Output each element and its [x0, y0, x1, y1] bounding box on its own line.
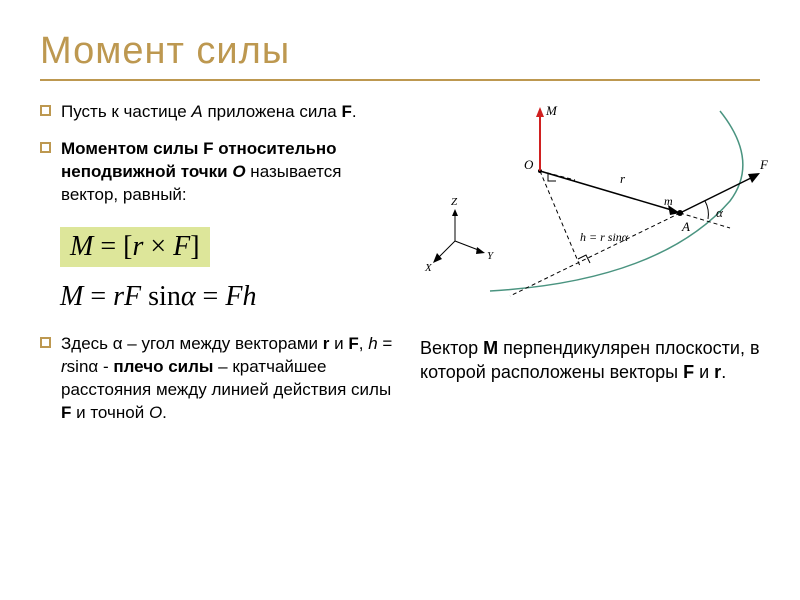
- formula-1: M = [r × F]: [70, 231, 200, 262]
- text-bold: F: [348, 334, 358, 353]
- text-bold: M: [483, 338, 498, 358]
- bullet-2: Моментом силы F относительно неподвижной…: [40, 138, 400, 207]
- var-F: F: [225, 281, 242, 312]
- perp-h: [540, 171, 580, 266]
- var-M: M: [60, 281, 83, 312]
- right-text: Вектор M перпендикулярен плоскости, в ко…: [420, 336, 780, 385]
- label-m: m: [664, 194, 673, 208]
- label-Y: Y: [487, 250, 495, 262]
- text-bold: F: [61, 403, 71, 422]
- op-sin: sin: [141, 281, 181, 312]
- text: α: [88, 357, 98, 376]
- var-h: h: [242, 281, 256, 312]
- label-r: r: [620, 171, 626, 186]
- bullet-icon: [40, 142, 51, 153]
- text: – угол между векторами: [123, 334, 323, 353]
- text: α: [113, 334, 123, 353]
- bullet-icon: [40, 105, 51, 116]
- label-alpha: α: [716, 205, 724, 220]
- bullet-2-text: Моментом силы F относительно неподвижной…: [61, 138, 400, 207]
- label-Z: Z: [451, 196, 458, 208]
- arrow-F: [748, 173, 760, 183]
- text-italic: A: [191, 102, 202, 121]
- text-italic: O: [149, 403, 162, 422]
- label-X: X: [424, 262, 433, 274]
- bullet-1: Пусть к частице A приложена сила F.: [40, 101, 400, 124]
- angle-alpha: [705, 201, 708, 219]
- text-bold: плечо силы: [113, 357, 213, 376]
- text: Вектор: [420, 338, 483, 358]
- var-r: r: [132, 231, 143, 262]
- force-line-ext: [510, 213, 680, 296]
- text: и точной: [71, 403, 149, 422]
- slide-title: Момент силы: [40, 30, 760, 73]
- moment-diagram: O M r m A F: [420, 101, 780, 301]
- var-r: r: [113, 281, 124, 312]
- op: =: [83, 281, 113, 312]
- formula-highlighted: M = [r × F]: [60, 227, 210, 267]
- op: ]: [190, 231, 199, 262]
- text: ,: [359, 334, 368, 353]
- text-bold: F: [683, 362, 694, 382]
- text: и: [694, 362, 714, 382]
- var-alpha: α: [181, 281, 196, 312]
- label-A: A: [681, 219, 690, 234]
- arrow-M: [536, 107, 544, 117]
- text: =: [378, 334, 393, 353]
- label-F: F: [759, 157, 769, 172]
- text: .: [162, 403, 167, 422]
- var-F: F: [173, 231, 190, 262]
- text: и: [329, 334, 348, 353]
- vector-r: [540, 171, 675, 211]
- op: ×: [143, 231, 173, 262]
- op: = [: [93, 231, 132, 262]
- bullet-3: Здесь α – угол между векторами r и F, h …: [40, 333, 400, 425]
- text-italic: h: [368, 334, 377, 353]
- right-angle-foot: [578, 255, 590, 263]
- label-h: h = r sinα: [580, 230, 629, 244]
- right-column: O M r m A F: [420, 101, 780, 439]
- op: =: [196, 281, 226, 312]
- text-italic: O: [232, 162, 245, 181]
- formula-2: M = rF sinα = Fh: [60, 281, 400, 313]
- left-column: Пусть к частице A приложена сила F. Моме…: [40, 101, 400, 439]
- text: .: [352, 102, 357, 121]
- bullet-3-text: Здесь α – угол между векторами r и F, h …: [61, 333, 400, 425]
- title-rule: [40, 79, 760, 81]
- content-columns: Пусть к частице A приложена сила F. Моме…: [40, 101, 760, 439]
- text: .: [721, 362, 726, 382]
- axes-xyz: Z Y X: [424, 196, 495, 274]
- label-M: M: [545, 103, 558, 118]
- label-O: O: [524, 157, 534, 172]
- text: приложена сила: [203, 102, 342, 121]
- text: Пусть к частице: [61, 102, 191, 121]
- slide: Момент силы Пусть к частице A приложена …: [0, 0, 800, 459]
- var-F: F: [124, 281, 141, 312]
- text: -: [98, 357, 113, 376]
- text: sin: [67, 357, 89, 376]
- text: Здесь: [61, 334, 113, 353]
- text-bold: F: [341, 102, 351, 121]
- bullet-icon: [40, 337, 51, 348]
- bullet-1-text: Пусть к частице A приложена сила F.: [61, 101, 357, 124]
- var-M: M: [70, 231, 93, 262]
